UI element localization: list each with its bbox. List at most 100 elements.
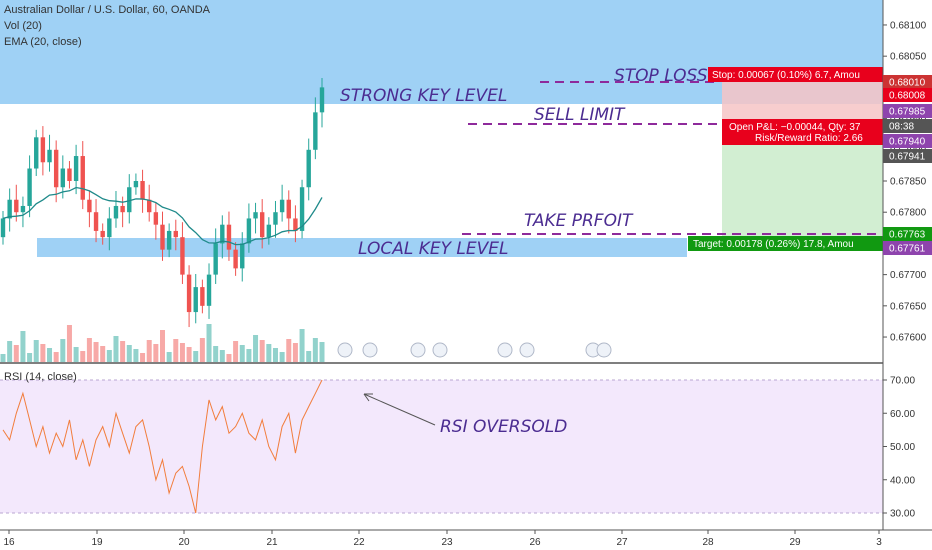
volume-bar xyxy=(60,339,66,362)
price-tick-label: 0.68100 xyxy=(890,20,927,31)
candle-body xyxy=(306,149,311,188)
candle-body xyxy=(226,224,232,250)
candle-body xyxy=(173,230,178,238)
stop-loss-zone xyxy=(722,76,883,120)
time-tick-label: 16 xyxy=(3,537,15,548)
volume-bar xyxy=(266,344,272,362)
candle-body xyxy=(266,224,272,238)
volume-bar xyxy=(173,339,179,362)
candle-body xyxy=(160,224,165,250)
volume-bars xyxy=(0,324,325,362)
event-marker-us xyxy=(337,342,353,358)
volume-bar xyxy=(253,335,259,362)
candle-body xyxy=(246,218,252,244)
candle-body xyxy=(206,274,212,306)
take-profit-annotation: TAKE PRFOIT xyxy=(524,211,634,231)
candle-body xyxy=(73,156,79,181)
candle-body xyxy=(253,212,258,219)
volume-bar xyxy=(120,341,126,362)
volume-bar xyxy=(199,338,205,362)
time-tick-label: 21 xyxy=(266,537,278,548)
volume-bar xyxy=(80,351,86,362)
price-tag xyxy=(883,104,932,118)
price-tag xyxy=(883,134,932,148)
candle-body xyxy=(193,287,198,313)
volume-bar xyxy=(286,339,292,362)
sell-limit-annotation: SELL LIMIT xyxy=(534,105,626,125)
price-tick-label: 0.67800 xyxy=(890,208,927,219)
time-axis-ticks: 16 19 20 21 22 23 26 27 28 29 3 xyxy=(3,530,882,548)
rsi-arrow-line xyxy=(363,393,436,426)
price-tag-label: 0.68010 xyxy=(889,78,926,89)
volume-bar xyxy=(93,342,99,362)
rsi-tick-label: 50.00 xyxy=(890,442,915,453)
volume-bar xyxy=(299,329,305,362)
strong-key-level-annotation: STRONG KEY LEVEL xyxy=(340,86,507,106)
rsi-tick-label: 60.00 xyxy=(890,409,915,420)
candle-body xyxy=(100,230,105,238)
volume-bar xyxy=(193,351,199,362)
price-tag xyxy=(883,149,932,163)
candle-body xyxy=(80,156,85,200)
rsi-axis-ticks: 70.00 60.00 50.00 40.00 30.00 xyxy=(883,376,915,520)
candle-body xyxy=(93,212,99,231)
candle-body xyxy=(273,212,278,225)
candle-body xyxy=(299,187,305,231)
price-tag-label: 0.67941 xyxy=(889,152,926,163)
price-tag xyxy=(883,241,932,255)
rsi-line xyxy=(2,379,323,514)
volume-bar xyxy=(7,341,13,362)
stop-loss-annotation: STOP LOSS xyxy=(614,66,708,86)
candle-body xyxy=(279,199,285,213)
candle-body xyxy=(34,137,39,169)
target-info-box xyxy=(688,236,883,251)
event-markers xyxy=(337,342,612,358)
volume-bar xyxy=(47,348,53,362)
open-pl-box xyxy=(722,119,883,145)
volume-bar xyxy=(312,338,318,362)
candle-body xyxy=(313,112,318,150)
rsi-tick-label: 30.00 xyxy=(890,509,915,520)
event-marker-us xyxy=(497,342,513,358)
volume-bar xyxy=(146,340,152,362)
volume-bar xyxy=(213,346,219,362)
candle-body xyxy=(286,199,291,219)
local-key-level-annotation: LOCAL KEY LEVEL xyxy=(358,239,508,259)
price-tag-label: 0.67763 xyxy=(889,230,926,241)
event-marker-us xyxy=(410,342,426,358)
volume-bar xyxy=(133,349,139,362)
volume-bar xyxy=(73,347,79,362)
price-tags: 0.68010 0.68008 0.67985 08:38 0.67940 0.67941… xyxy=(883,75,932,255)
volume-bar xyxy=(233,341,239,362)
time-tick-label: 19 xyxy=(91,537,103,548)
candle-body xyxy=(240,243,245,269)
candle-body xyxy=(147,199,152,213)
price-tag xyxy=(883,227,932,241)
time-tick-label: 3 xyxy=(876,537,882,548)
time-tick-label: 23 xyxy=(441,537,453,548)
volume-bar xyxy=(292,343,298,362)
price-tag-label: 08:38 xyxy=(889,122,914,133)
time-tick-label: 22 xyxy=(353,537,365,548)
volume-bar xyxy=(179,343,185,362)
volume-bar xyxy=(86,338,92,362)
vol-legend: Vol (20) xyxy=(4,20,42,32)
candle-body xyxy=(166,230,172,250)
candle-body xyxy=(60,168,66,188)
candle-body xyxy=(319,87,325,113)
price-tag-label: 0.68008 xyxy=(889,91,926,102)
volume-bar xyxy=(319,342,325,362)
rsi-band xyxy=(0,380,883,513)
candle-body xyxy=(20,205,26,213)
price-tag xyxy=(883,75,932,89)
candle-body xyxy=(180,237,185,275)
price-tick-label: 0.68050 xyxy=(890,52,927,63)
time-tick-label: 20 xyxy=(178,537,190,548)
event-marker-us xyxy=(596,342,612,358)
candle-body xyxy=(220,224,225,244)
volume-bar xyxy=(40,344,46,362)
candle-body xyxy=(113,205,119,219)
target-info-text: Target: 0.00178 (0.26%) 17.8, Amou xyxy=(693,239,854,250)
candle-body xyxy=(259,212,265,238)
